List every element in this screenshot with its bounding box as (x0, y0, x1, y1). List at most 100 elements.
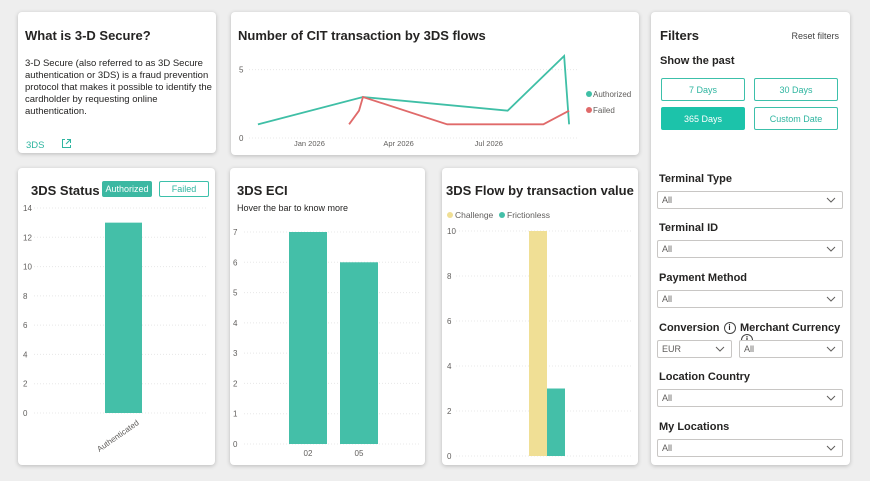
chevron-down-icon (826, 395, 836, 401)
bar-authenticated (105, 222, 142, 413)
x-tick-label: Apr 2026 (383, 139, 413, 148)
terminal-type-label: Terminal Type (659, 173, 732, 185)
terminal-type-dropdown[interactable]: All (657, 191, 843, 209)
y-tick-label: 0 (23, 409, 28, 418)
y-tick-label: 0 (447, 452, 452, 461)
legend-label: Authorized (593, 90, 631, 99)
info-link-label[interactable]: 3DS (26, 140, 45, 151)
conversion-dropdown[interactable]: EUR (657, 340, 732, 358)
y-tick-label: 3 (233, 349, 238, 358)
reset-filters-link[interactable]: Reset filters (791, 31, 839, 41)
flow-bar-chart: 0 2 4 6 8 10 Challenge Frictionless (447, 210, 632, 461)
chevron-down-icon (826, 246, 836, 252)
x-tick-label: 02 (304, 449, 313, 458)
payment-method-dropdown[interactable]: All (657, 290, 843, 308)
y-tick-label: 5 (239, 66, 244, 75)
merchant-currency-dropdown[interactable]: All (739, 340, 843, 358)
y-tick-label: 10 (23, 263, 32, 272)
y-tick-label: 2 (447, 407, 452, 416)
info-card: What is 3-D Secure? 3-D Secure (also ref… (18, 12, 216, 153)
y-tick-label: 0 (233, 440, 238, 449)
legend-marker (586, 91, 592, 97)
chevron-down-icon (826, 197, 836, 203)
conversion-label-text: Conversion (659, 322, 720, 334)
line-chart-title: Number of CIT transaction by 3DS flows (238, 28, 486, 43)
info-title: What is 3-D Secure? (25, 28, 151, 43)
bar-frictionless (547, 388, 565, 456)
status-bar-chart: 0 2 4 6 8 10 12 14 Authenticated (23, 204, 208, 454)
my-locations-value: All (662, 443, 673, 453)
series-line-authorized (257, 54, 570, 126)
y-tick-label: 4 (447, 362, 452, 371)
merchant-currency-label-text: Merchant Currency (740, 322, 841, 334)
eci-chart-subtitle: Hover the bar to know more (237, 203, 349, 213)
x-tick-label: Jan 2026 (294, 139, 325, 148)
legend-label: Challenge (455, 210, 494, 220)
y-tick-label: 6 (233, 258, 238, 267)
legend-marker (447, 212, 453, 218)
cit-line-chart-card: Number of CIT transaction by 3DS flows 0… (231, 12, 639, 155)
y-tick-label: 8 (447, 272, 452, 281)
y-tick-label: 1 (233, 410, 238, 419)
y-tick-label: 6 (23, 321, 28, 330)
location-country-dropdown[interactable]: All (657, 389, 843, 407)
eci-chart-card: 3DS ECI Hover the bar to know more 0 1 2 3 4… (230, 168, 425, 465)
conversion-value: EUR (662, 344, 682, 354)
y-tick-label: 2 (23, 380, 28, 389)
y-tick-label: 7 (233, 228, 238, 237)
info-link[interactable]: 3DS (26, 138, 72, 151)
flow-chart-title: 3DS Flow by transaction value (446, 183, 634, 198)
x-tick-label: Authenticated (95, 418, 140, 453)
bar-challenge (529, 231, 547, 456)
bar-eci-02 (289, 232, 327, 444)
btn-365-days[interactable]: 365 Days (661, 107, 745, 130)
merchant-currency-value: All (744, 344, 755, 354)
my-locations-dropdown[interactable]: All (657, 439, 843, 457)
filters-title: Filters (660, 28, 700, 43)
location-country-value: All (662, 393, 673, 403)
btn-30-days[interactable]: 30 Days (754, 78, 838, 101)
y-tick-label: 5 (233, 289, 238, 298)
y-tick-label: 10 (447, 227, 456, 236)
location-country-label: Location Country (659, 371, 751, 383)
x-tick-label: Jul 2026 (475, 139, 503, 148)
legend-marker (586, 107, 592, 113)
status-chart-title: 3DS Status (31, 183, 100, 198)
conversion-label: Conversion i (659, 322, 736, 335)
payment-method-label: Payment Method (659, 272, 748, 284)
toggle-failed[interactable]: Failed (159, 181, 209, 197)
y-tick-label: 14 (23, 204, 32, 213)
chevron-down-icon (826, 346, 836, 352)
legend-label: Failed (593, 106, 615, 115)
terminal-type-value: All (662, 195, 673, 205)
eci-bar-chart: 0 1 2 3 4 5 6 7 02 05 (233, 228, 420, 458)
chevron-down-icon (826, 296, 836, 302)
btn-7-days[interactable]: 7 Days (661, 78, 745, 101)
chevron-down-icon (715, 346, 725, 352)
series-line-failed (348, 95, 570, 126)
info-body: 3-D Secure (also referred to as 3D Secur… (25, 58, 212, 117)
y-tick-label: 0 (239, 134, 244, 143)
y-tick-label: 4 (233, 319, 238, 328)
flow-chart-card: 3DS Flow by transaction value 0 2 4 6 8 10 Cha… (442, 168, 638, 465)
legend-marker (499, 212, 505, 218)
y-tick-label: 6 (447, 317, 452, 326)
line-chart: 0 5 Jan 2026 Apr 2026 Jul 2026 Authorized Fail… (239, 54, 631, 148)
filters-panel: Filters Reset filters Show the past 7 Da… (651, 12, 850, 465)
external-link-icon[interactable] (61, 138, 72, 149)
btn-custom-date[interactable]: Custom Date (754, 107, 838, 130)
terminal-id-label: Terminal ID (659, 222, 719, 234)
show-past-label: Show the past (660, 55, 735, 67)
my-locations-label: My Locations (659, 421, 730, 433)
terminal-id-dropdown[interactable]: All (657, 240, 843, 258)
y-tick-label: 12 (23, 233, 32, 242)
y-tick-label: 4 (23, 350, 28, 359)
y-tick-label: 2 (233, 379, 238, 388)
payment-method-value: All (662, 294, 673, 304)
info-icon[interactable]: i (723, 322, 736, 335)
toggle-authorized[interactable]: Authorized (102, 181, 152, 197)
x-tick-label: 05 (355, 449, 364, 458)
status-chart-card: 3DS Status Authorized Failed 0 2 4 6 8 10 12 14… (18, 168, 215, 465)
y-tick-label: 8 (23, 292, 28, 301)
terminal-id-value: All (662, 244, 673, 254)
